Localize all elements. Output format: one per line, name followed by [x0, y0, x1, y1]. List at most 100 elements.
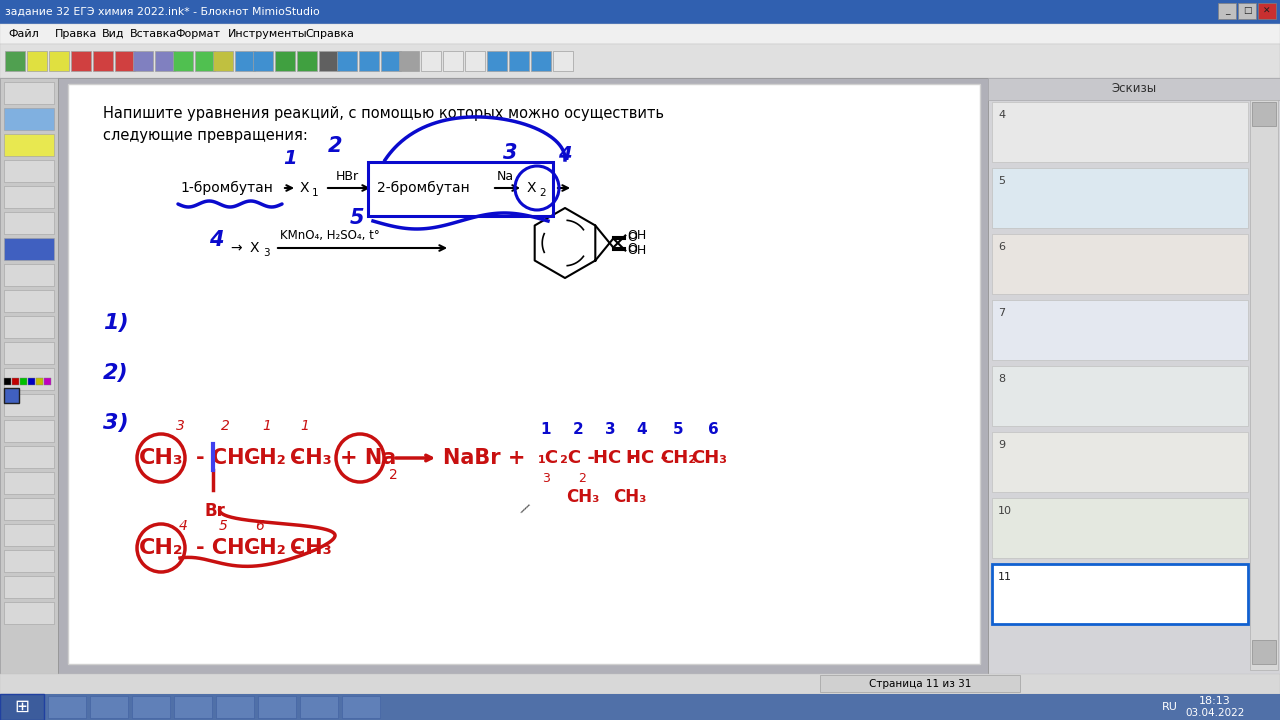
Text: 2-бромбутан: 2-бромбутан [378, 181, 470, 195]
Text: CH₂ -: CH₂ - [244, 448, 302, 468]
Bar [58, 78, 988, 674]
Bar [90, 696, 128, 718]
Bar [1219, 3, 1236, 19]
Text: OH: OH [627, 244, 646, 257]
Text: Вставка: Вставка [131, 29, 177, 39]
Text: Инструменты: Инструменты [228, 29, 307, 39]
Bar [358, 51, 379, 71]
Bar [4, 186, 54, 208]
Bar [4, 498, 54, 520]
Text: NaBr +: NaBr + [443, 448, 526, 468]
Text: 9: 9 [998, 440, 1005, 450]
Bar [4, 264, 54, 286]
Bar [155, 51, 175, 71]
Bar [133, 51, 154, 71]
Bar [300, 696, 338, 718]
Text: 1: 1 [262, 419, 271, 433]
Bar [49, 696, 86, 718]
Text: 1): 1) [102, 313, 128, 333]
Bar [1258, 3, 1276, 19]
Bar [4, 82, 54, 104]
Bar [4, 394, 54, 416]
Bar [0, 44, 1280, 78]
Text: 3: 3 [503, 143, 517, 163]
Text: CH₃: CH₃ [691, 449, 727, 467]
Bar [992, 366, 1248, 426]
Text: следующие превращения:: следующие превращения: [102, 128, 308, 143]
Text: ⊞: ⊞ [14, 698, 29, 716]
Bar [4, 446, 54, 468]
Text: 4: 4 [636, 423, 648, 438]
Bar [4, 420, 54, 442]
Bar [68, 84, 980, 664]
Bar [992, 498, 1248, 558]
Bar [553, 51, 573, 71]
Text: O: O [627, 242, 637, 255]
Text: 2: 2 [220, 419, 229, 433]
Bar [4, 316, 54, 338]
Text: 1: 1 [301, 419, 310, 433]
Bar [988, 78, 1280, 100]
Text: /: / [520, 501, 530, 516]
Bar [342, 696, 380, 718]
Text: 3: 3 [175, 419, 184, 433]
Text: 8: 8 [998, 374, 1005, 384]
Text: 2): 2) [102, 363, 128, 383]
Bar [4, 576, 54, 598]
Bar [236, 51, 255, 71]
Text: Напишите уравнения реакций, с помощью которых можно осуществить: Напишите уравнения реакций, с помощью ко… [102, 106, 664, 121]
Text: 18:13: 18:13 [1199, 696, 1231, 706]
Text: →: → [230, 241, 242, 255]
Bar [44, 378, 51, 385]
Bar [992, 234, 1248, 294]
Text: 11: 11 [998, 572, 1012, 582]
Text: 2: 2 [539, 188, 545, 198]
Text: 5: 5 [349, 208, 365, 228]
Text: X: X [527, 181, 536, 195]
Bar [4, 238, 54, 260]
Bar [369, 162, 553, 216]
Text: 3: 3 [262, 248, 270, 258]
Bar [36, 378, 44, 385]
Text: 6: 6 [256, 519, 265, 533]
Text: 03.04.2022: 03.04.2022 [1185, 708, 1244, 718]
Text: HC -: HC - [593, 449, 635, 467]
Bar [49, 51, 69, 71]
Bar [1251, 100, 1277, 670]
Bar [0, 694, 1280, 720]
Bar [421, 51, 442, 71]
Bar [4, 472, 54, 494]
Bar [337, 51, 357, 71]
Bar [93, 51, 113, 71]
Text: CH₂ -: CH₂ - [244, 538, 302, 558]
Text: O: O [627, 231, 637, 244]
Bar [0, 78, 58, 674]
Bar [992, 102, 1248, 162]
Text: Страница 11 из 31: Страница 11 из 31 [869, 679, 972, 689]
Bar [4, 290, 54, 312]
Bar [259, 696, 296, 718]
Text: HBr: HBr [335, 169, 360, 182]
Text: 2: 2 [572, 423, 584, 438]
Bar [173, 51, 193, 71]
Bar [0, 674, 1280, 694]
Bar [4, 134, 54, 156]
Bar [1252, 102, 1276, 126]
Text: CH₃: CH₃ [138, 448, 183, 468]
Text: 2: 2 [328, 136, 342, 156]
Bar [253, 51, 273, 71]
Bar [216, 696, 253, 718]
Text: CH₃: CH₃ [613, 488, 646, 506]
Text: 6: 6 [998, 242, 1005, 252]
Text: 3): 3) [102, 413, 128, 433]
Text: X: X [300, 181, 310, 195]
Text: RU: RU [1162, 702, 1178, 712]
Text: задание 32 ЕГЭ химия 2022.ink* - Блокнот MimioStudio: задание 32 ЕГЭ химия 2022.ink* - Блокнот… [5, 7, 320, 17]
Text: CH₃: CH₃ [291, 448, 332, 468]
Text: ₁C: ₁C [538, 449, 559, 467]
Bar [275, 51, 294, 71]
Bar [28, 378, 35, 385]
Text: HC -: HC - [626, 449, 668, 467]
Bar [70, 51, 91, 71]
Text: 5: 5 [673, 423, 684, 438]
